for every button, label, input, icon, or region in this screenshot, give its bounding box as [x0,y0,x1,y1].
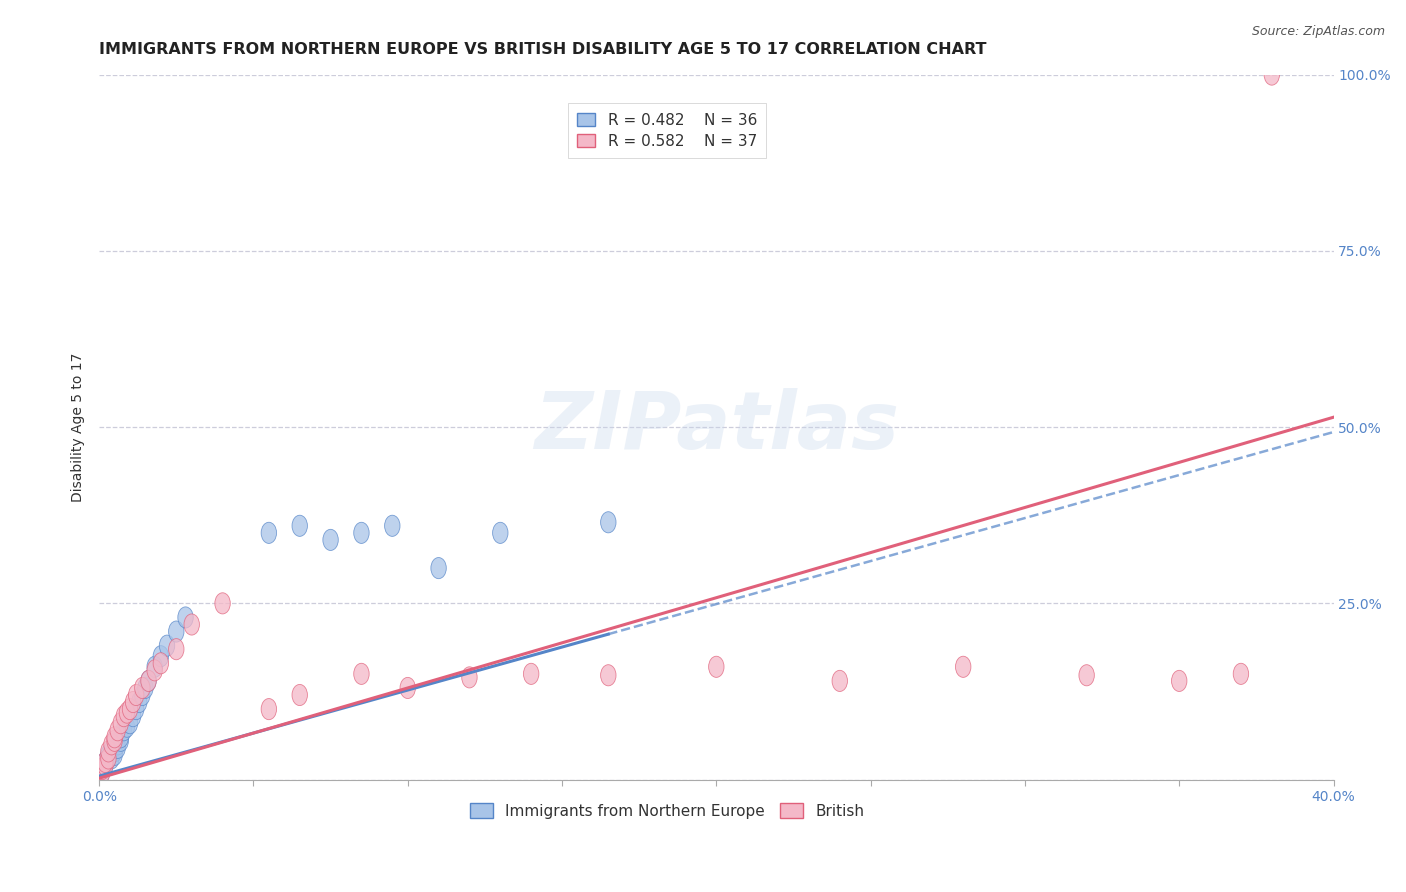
Text: Source: ZipAtlas.com: Source: ZipAtlas.com [1251,25,1385,38]
Text: IMMIGRANTS FROM NORTHERN EUROPE VS BRITISH DISABILITY AGE 5 TO 17 CORRELATION CH: IMMIGRANTS FROM NORTHERN EUROPE VS BRITI… [100,42,987,57]
Y-axis label: Disability Age 5 to 17: Disability Age 5 to 17 [72,352,86,502]
Text: ZIPatlas: ZIPatlas [534,388,898,467]
Legend: Immigrants from Northern Europe, British: Immigrants from Northern Europe, British [464,797,870,825]
